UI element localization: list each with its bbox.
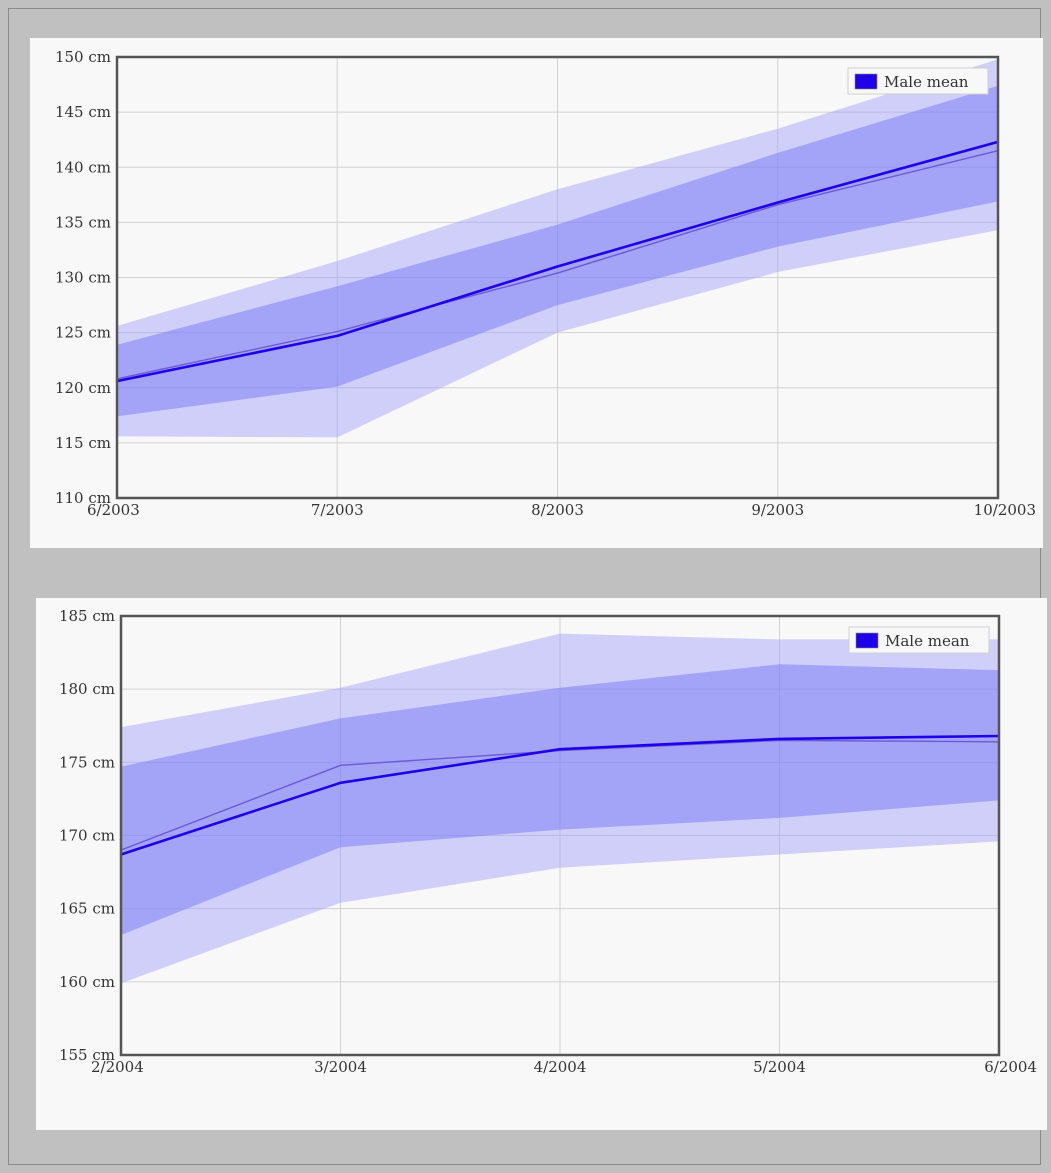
secondary-line [120,739,1000,851]
y-tick-label: 180 cm [59,680,115,698]
legend: Male mean [847,67,989,95]
y-tick-label: 175 cm [59,753,115,771]
x-tick-label: 8/2003 [531,501,584,519]
legend-label: Male mean [884,73,969,91]
y-tick-label: 145 cm [55,103,111,121]
y-tick-label: 185 cm [59,607,115,625]
male-mean-point [776,201,779,204]
x-tick-label: 9/2003 [751,501,804,519]
y-tick-label: 125 cm [55,324,111,342]
y-tick-label: 130 cm [55,269,111,287]
x-tick-label: 5/2004 [753,1058,806,1076]
inner-band [121,664,999,935]
inner-band [117,85,998,417]
legend-swatch [854,73,878,90]
male-mean-point [556,265,559,268]
y-tick-label: 120 cm [55,379,111,397]
window-frame [8,8,1041,1165]
male-mean-point [558,747,562,751]
y-tick-label: 170 cm [59,827,115,845]
y-tick-label: 160 cm [59,973,115,991]
x-tick-label: 3/2004 [314,1058,367,1076]
x-tick-label: 10/2003 [974,501,1036,519]
legend-label: Male mean [885,632,970,650]
x-tick-label: 6/2004 [984,1058,1037,1076]
legend: Male mean [848,626,990,654]
y-tick-label: 150 cm [55,48,111,66]
x-tick-label: 2/2004 [91,1058,144,1076]
chart-panel-2: 155 cm 160 cm 165 cm 170 cm 175 cm 180 cm 185 … [36,598,1047,1130]
y-tick-label: 155 cm [59,1046,115,1064]
x-tick-label: 7/2003 [311,501,364,519]
male-mean-point [778,737,781,741]
y-tick-label: 135 cm [55,213,111,231]
plot-frame [119,614,1001,1057]
chart-panel-1: 110 cm 115 cm 120 cm 125 cm 130 cm 135 cm 140 … [30,38,1043,548]
male-mean-point [336,334,339,338]
y-tick-label: 140 cm [55,158,111,176]
plot-frame [115,55,1000,500]
x-tick-label: 4/2004 [534,1058,587,1076]
y-tick-label: 165 cm [59,900,115,918]
male-mean-point [339,781,342,785]
height-chart-2003: 110 cm 115 cm 120 cm 125 cm 130 cm 135 cm 140 … [55,48,1036,519]
y-tick-label: 110 cm [55,489,111,507]
y-tick-label: 115 cm [55,434,111,452]
x-tick-label: 6/2003 [87,501,140,519]
legend-swatch [855,632,879,649]
height-chart-2004: 155 cm 160 cm 165 cm 170 cm 175 cm 180 cm 185 … [59,607,1037,1076]
secondary-line [116,150,999,380]
